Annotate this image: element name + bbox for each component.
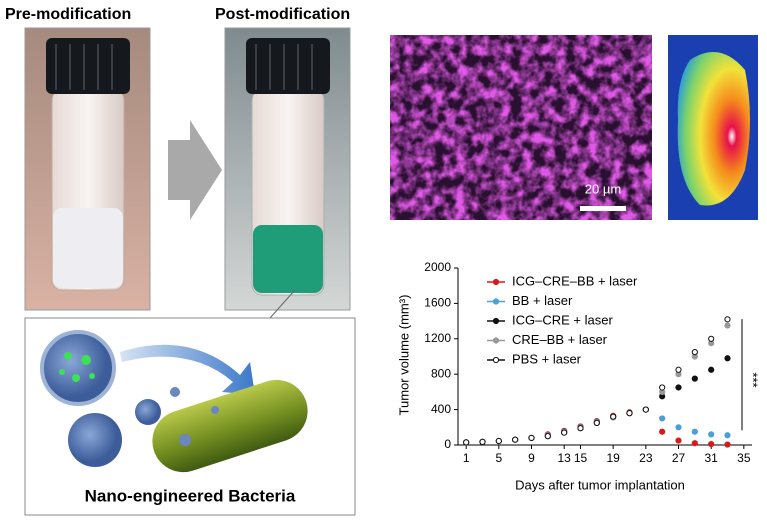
data-point	[675, 424, 682, 431]
data-point	[479, 438, 486, 446]
legend-marker	[492, 337, 500, 344]
legend-label: ICG–CRE–BB + laser	[512, 273, 638, 288]
x-tick-label: 27	[672, 451, 686, 465]
x-tick-label: 13	[557, 451, 571, 465]
legend-label: PBS + laser	[512, 351, 582, 366]
legend-marker	[492, 298, 500, 305]
data-point	[691, 375, 698, 382]
y-tick-label: 2000	[424, 260, 451, 274]
microscopy-image: 20 µm	[390, 35, 652, 220]
data-point	[610, 413, 617, 420]
vial-photo-pre	[24, 27, 151, 311]
callout-line	[269, 289, 296, 319]
y-tick-label: 0	[444, 437, 451, 451]
data-point	[675, 366, 682, 373]
data-point	[708, 335, 715, 342]
x-tick-label: 31	[704, 451, 718, 465]
data-point	[675, 437, 682, 444]
legend-marker	[492, 278, 500, 286]
data-point	[708, 431, 715, 438]
data-point	[675, 384, 682, 391]
data-point	[642, 406, 649, 413]
data-point	[691, 428, 698, 435]
data-point	[593, 419, 600, 426]
data-point	[724, 432, 731, 439]
x-tick-label: 9	[528, 451, 535, 465]
x-axis-label: Days after tumor implantation	[515, 477, 685, 492]
y-tick-label: 800	[431, 366, 451, 380]
scale-bar-label: 20 µm	[585, 181, 621, 196]
legend-label: BB + laser	[512, 293, 573, 308]
data-point	[691, 348, 698, 356]
x-tick-label: 1	[463, 451, 470, 465]
data-point	[724, 441, 731, 448]
data-point	[659, 428, 666, 435]
data-point	[626, 410, 633, 417]
data-point	[691, 440, 698, 447]
data-point	[512, 436, 519, 443]
x-tick-label: 23	[639, 451, 653, 465]
data-point	[544, 433, 551, 440]
thermal-image	[668, 35, 758, 220]
data-point	[708, 441, 715, 448]
data-point	[463, 439, 470, 446]
pre-label: Pre-modification	[5, 6, 131, 23]
data-point	[724, 355, 731, 362]
bacteria-label: Nano-engineered Bacteria	[85, 486, 296, 505]
x-tick-label: 35	[737, 451, 751, 465]
data-point	[724, 316, 731, 323]
line-chart: Tumor volume (mm³) Days after tumor impl…	[396, 295, 684, 493]
data-point	[495, 437, 502, 445]
legend-marker	[492, 356, 500, 364]
y-tick-label: 1600	[424, 296, 451, 310]
data-point	[659, 415, 666, 422]
x-tick-label: 19	[606, 451, 620, 465]
y-tick-label: 400	[431, 402, 451, 416]
data-point	[561, 429, 568, 436]
data-point	[708, 366, 715, 373]
y-tick-label: 1200	[424, 331, 451, 345]
significance-label: ***	[746, 372, 761, 387]
arrow	[168, 120, 222, 220]
vial-photo-post	[224, 27, 351, 311]
legend-marker	[492, 317, 500, 325]
data-point	[724, 322, 731, 329]
x-tick-label: 5	[495, 451, 502, 465]
x-tick-label: 15	[574, 451, 588, 465]
y-axis-label: Tumor volume (mm³)	[396, 295, 411, 416]
data-point	[528, 434, 535, 442]
bacteria-illustration: Nano-engineered Bacteria	[24, 317, 356, 516]
legend-label: ICG–CRE + laser	[512, 312, 613, 327]
data-point	[659, 384, 666, 391]
data-point	[577, 425, 584, 432]
legend-label: CRE–BB + laser	[512, 332, 608, 347]
post-label: Post-modification	[215, 6, 350, 23]
